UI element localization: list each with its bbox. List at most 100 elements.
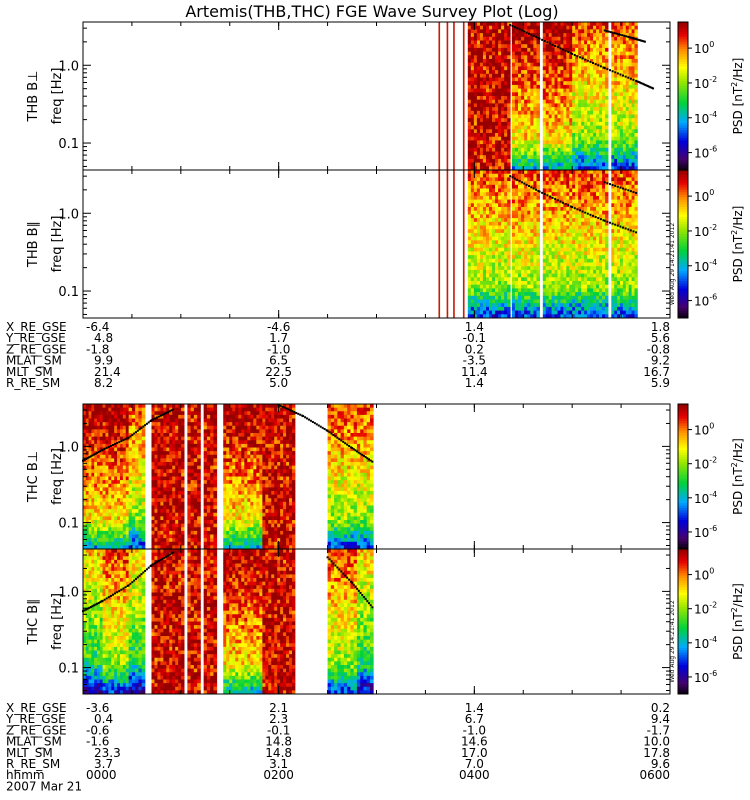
spectrogram-cell [563, 59, 567, 64]
spectrogram-cell [470, 77, 475, 82]
spectrogram-cell [530, 66, 534, 71]
spectrogram-cell [560, 114, 564, 119]
spectrogram-cell [85, 527, 89, 532]
spectrogram-cell [467, 247, 472, 252]
spectrogram-cell [511, 151, 516, 156]
spectrogram-cell [527, 133, 531, 138]
spectrogram-cell [536, 207, 540, 212]
spectrogram-cell [575, 125, 579, 130]
spectrogram-cell [611, 247, 615, 252]
spectrogram-cell [578, 210, 582, 215]
spectrogram-cell [507, 184, 511, 189]
spectrogram-cell [602, 162, 606, 167]
spectrogram-cell [557, 51, 561, 56]
spectrogram-cell [533, 144, 537, 149]
spectrogram-cell [504, 240, 508, 245]
spectrogram-cell [545, 158, 550, 163]
spectrogram-cell [85, 476, 89, 481]
spectrogram-cell [83, 534, 87, 539]
spectrogram-cell [545, 177, 550, 182]
spectrogram-cell [596, 22, 600, 27]
spectrogram-cell [599, 255, 603, 260]
spectrogram-cell [467, 166, 472, 171]
spectrogram-cell [482, 66, 487, 71]
spectrogram-cell [554, 133, 558, 138]
spectrogram-cell [99, 541, 103, 546]
spectrogram-cell [533, 155, 537, 160]
spectrogram-cell [557, 59, 561, 64]
spectrogram-cell [596, 47, 600, 52]
spectrogram-cell [504, 118, 508, 123]
spectrogram-cell [83, 494, 87, 499]
spectrogram-cell [94, 469, 98, 474]
spectrogram-cell [614, 258, 618, 263]
spectrogram-cell [545, 103, 550, 108]
spectrogram-cell [631, 129, 635, 134]
spectrogram-cell [530, 281, 534, 286]
spectrogram-cell [611, 295, 615, 300]
spectrogram-cell [554, 284, 558, 289]
spectrogram-cell [584, 173, 588, 178]
spectrogram-cell [527, 140, 531, 145]
spectrogram-cell [628, 269, 632, 274]
spectrogram-cell [473, 59, 478, 64]
spectrogram-cell [614, 288, 618, 293]
spectrogram-cell [524, 236, 528, 241]
spectrogram-cell [557, 92, 561, 97]
spectrogram-cell [625, 125, 630, 130]
spectrogram-cell [581, 55, 585, 60]
spectrogram-cell [489, 110, 493, 115]
spectrogram-cell [473, 77, 478, 82]
spectrogram-cell [578, 92, 582, 97]
spectrogram-cell [634, 188, 638, 193]
spectrogram-cell [620, 62, 624, 67]
spectrogram-cell [467, 292, 472, 297]
spectrogram-cell [566, 192, 570, 197]
spectrogram-cell [587, 281, 591, 286]
spectrogram-cell [634, 170, 638, 175]
spectrogram-cell [566, 266, 570, 271]
spectrogram-cell [536, 251, 540, 256]
spectrogram-cell [554, 22, 558, 27]
spectrogram-cell [569, 303, 573, 308]
spectrogram-cell [511, 170, 516, 175]
spectrogram-cell [83, 512, 87, 517]
spectrogram-cell [524, 181, 528, 186]
spectrogram-cell [554, 118, 558, 123]
spectrogram-cell [102, 512, 106, 517]
spectrogram-cell [527, 295, 531, 300]
spectrogram-cell [495, 251, 499, 256]
spectrogram-cell [593, 173, 597, 178]
spectrogram-cell [602, 51, 606, 56]
spectrogram-cell [96, 407, 101, 412]
spectrogram-cell [614, 125, 618, 130]
spectrogram-cell [575, 273, 579, 278]
spectrogram-cell [620, 66, 624, 71]
spectrogram-cell [593, 299, 597, 304]
spectrogram-cell [634, 295, 638, 300]
spectrogram-cell [498, 184, 502, 189]
spectrogram-cell [625, 62, 630, 67]
spectrogram-cell [566, 40, 570, 45]
spectrogram-cell [527, 236, 531, 241]
spectrogram-cell [514, 173, 519, 178]
spectrogram-cell [527, 269, 531, 274]
gyro-dot [597, 217, 600, 220]
spectrogram-cell [473, 225, 478, 230]
spectrogram-cell [492, 140, 496, 145]
spectrogram-cell [521, 88, 525, 93]
spectrogram-cell [554, 306, 558, 311]
spectrogram-cell [628, 96, 632, 101]
spectrogram-cell [563, 125, 567, 130]
gyro-dot [548, 195, 551, 198]
spectrogram-cell [572, 181, 576, 186]
spectrogram-cell [593, 277, 597, 282]
spectrogram-cell [485, 73, 490, 78]
spectrogram-cell [485, 225, 490, 230]
spectrogram-cell [476, 170, 481, 175]
spectrogram-cell [533, 99, 537, 104]
spectrogram-cell [521, 221, 525, 226]
spectrogram-cell [572, 33, 576, 38]
spectrogram-cell [587, 273, 591, 278]
spectrogram-cell [507, 281, 511, 286]
